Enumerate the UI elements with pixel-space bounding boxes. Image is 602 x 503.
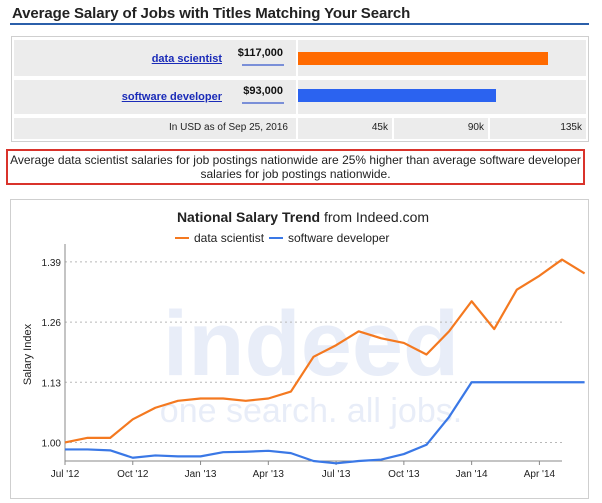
x-tick-label: Oct '13	[388, 469, 420, 480]
axis-tick-135k: 135k	[560, 122, 582, 133]
series-line-software-developer	[65, 381, 585, 465]
salary-value-software-developer: $93,000	[243, 85, 283, 97]
salary-footer-note: In USD as of Sep 25, 2016	[14, 118, 296, 139]
as-of-note: In USD as of Sep 25, 2016	[169, 122, 288, 133]
salary-row-data-scientist: data scientist $117,000	[12, 40, 588, 78]
salary-underline	[242, 64, 284, 66]
insight-text: Average data scientist salaries for job …	[10, 153, 581, 181]
x-tick-label: Apr '14	[524, 469, 556, 480]
salary-value-data-scientist: $117,000	[237, 47, 283, 59]
y-tick-label: 1.26	[42, 318, 62, 329]
y-axis-label: Salary Index	[22, 323, 34, 385]
y-tick-label: 1.13	[42, 378, 62, 389]
series-line-data-scientist	[64, 258, 586, 444]
chart-title-rest: from Indeed.com	[320, 209, 429, 225]
salary-row-software-developer: software developer $93,000	[12, 80, 588, 116]
legend-label: data scientist	[194, 231, 265, 245]
salary-insight-box: Average data scientist salaries for job …	[6, 149, 585, 185]
y-tick-label: 1.39	[42, 258, 62, 269]
watermark-brand: indeed	[163, 293, 459, 395]
page-title: Average Salary of Jobs with Titles Match…	[12, 5, 411, 22]
salary-underline	[242, 102, 284, 104]
salary-bar-data-scientist	[298, 52, 548, 65]
x-tick-label: Oct '12	[117, 469, 149, 480]
x-tick-label: Jul '12	[51, 469, 80, 480]
axis-tick-90k: 90k	[467, 122, 484, 133]
chart-title: National Salary Trend from Indeed.com	[177, 209, 429, 225]
x-tick-label: Jan '13	[185, 469, 217, 480]
axis-tick-cell: 45k	[298, 118, 392, 139]
axis-tick-cell: 135k	[490, 118, 586, 139]
job-link-data-scientist[interactable]: data scientist	[151, 53, 222, 65]
axis-tick-45k: 45k	[371, 122, 388, 133]
x-tick-label: Jan '14	[456, 469, 488, 480]
salary-bar-software-developer	[298, 89, 496, 102]
axis-tick-cell: 90k	[394, 118, 488, 139]
title-divider	[10, 23, 589, 25]
y-tick-label: 1.00	[42, 438, 62, 449]
legend-label: software developer	[288, 231, 389, 245]
job-link-software-developer[interactable]: software developer	[121, 91, 222, 103]
salary-comparison-panel: data scientist $117,000 software develop…	[11, 36, 589, 142]
row-label-cell	[14, 40, 296, 76]
salary-trend-chart-panel: indeed one search. all jobs. National Sala…	[10, 199, 589, 499]
x-tick-label: Apr '13	[253, 469, 285, 480]
row-label-cell	[14, 80, 296, 114]
chart-title-bold: National Salary Trend	[177, 209, 320, 225]
x-tick-label: Jul '13	[322, 469, 351, 480]
